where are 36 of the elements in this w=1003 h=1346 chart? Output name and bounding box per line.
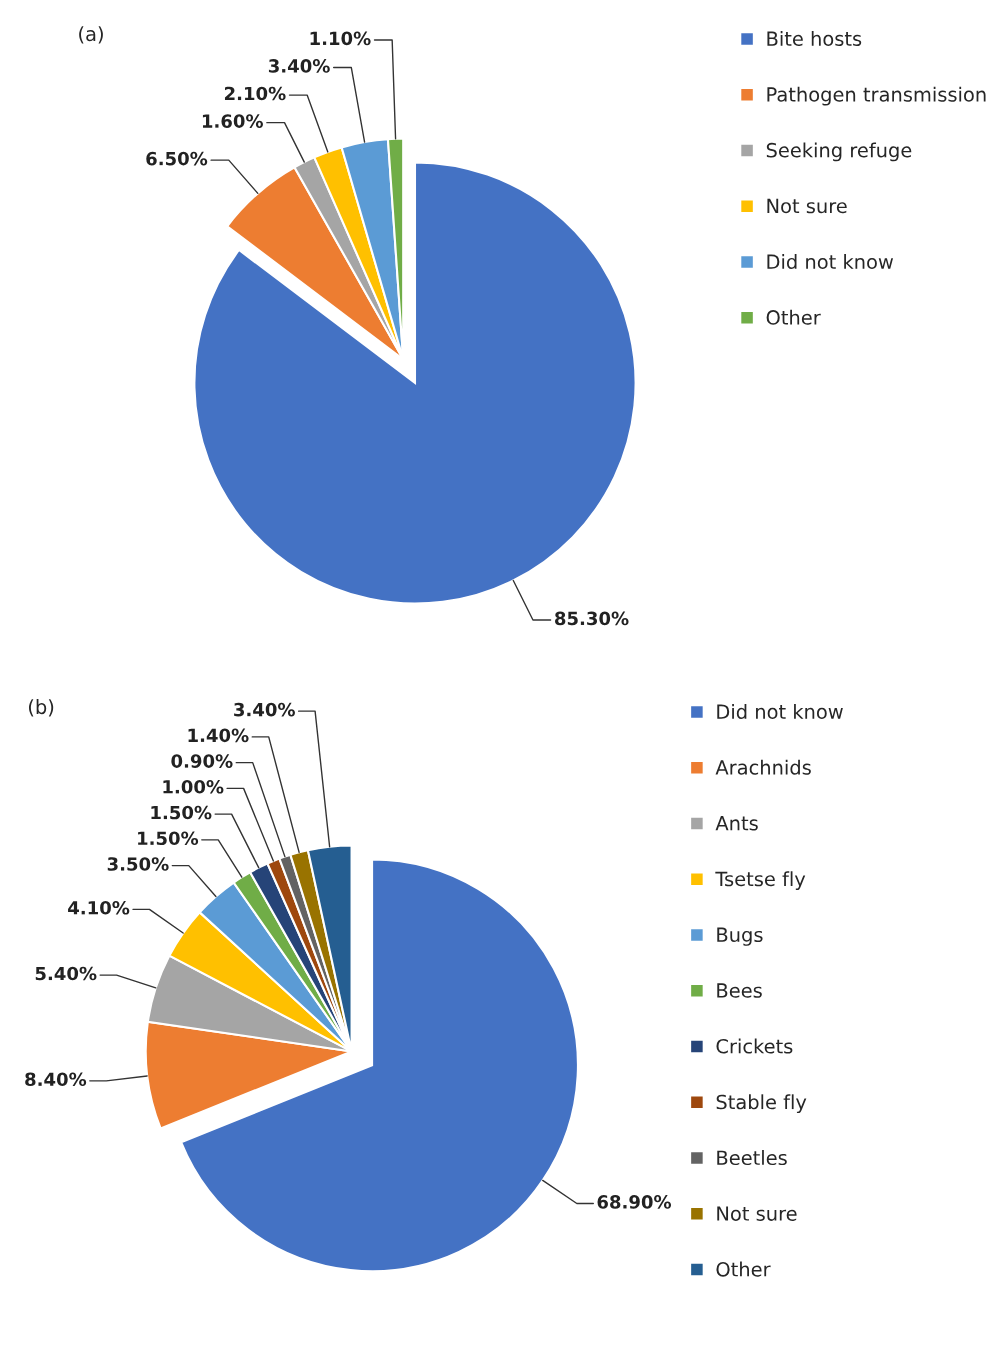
legend-label: Arachnids bbox=[715, 759, 811, 775]
data-label: 8.40% bbox=[25, 1072, 87, 1087]
data-label: 2.10% bbox=[224, 86, 286, 101]
data-label: 3.40% bbox=[268, 59, 330, 73]
legend-label: Not sure bbox=[767, 198, 847, 214]
data-label: 1.40% bbox=[188, 728, 249, 743]
legend-label: Ants bbox=[715, 816, 758, 831]
chart-title: (b) bbox=[29, 699, 54, 717]
legend-label: Stable fly bbox=[716, 1094, 807, 1114]
data-label: 68.90% bbox=[597, 1195, 672, 1209]
legend-label: Not sure bbox=[717, 1206, 797, 1221]
data-label: 1.50% bbox=[151, 805, 212, 820]
legend-label: Bugs bbox=[717, 927, 763, 946]
legend-label: Crickets bbox=[716, 1038, 793, 1054]
legend-label: Did not know bbox=[767, 254, 894, 270]
data-label: 85.30% bbox=[555, 611, 629, 626]
legend-label: Seeking refuge bbox=[766, 142, 912, 162]
data-label: 1.00% bbox=[163, 779, 224, 794]
legend-label: Pathogen transmission bbox=[767, 86, 986, 106]
legend-label: Bees bbox=[717, 983, 762, 998]
legend-label: Did not know bbox=[717, 703, 843, 720]
data-label: 5.40% bbox=[35, 966, 97, 981]
legend-label: Beetles bbox=[717, 1150, 787, 1166]
data-label: 3.50% bbox=[107, 857, 169, 871]
data-label: 6.50% bbox=[146, 151, 208, 166]
data-label: 1.10% bbox=[310, 31, 371, 46]
data-label: 3.40% bbox=[234, 702, 295, 717]
data-label: 4.10% bbox=[68, 900, 130, 915]
legend-label: Bite hosts bbox=[767, 30, 862, 47]
data-label: 0.90% bbox=[171, 754, 233, 768]
data-label: 1.50% bbox=[138, 831, 199, 846]
legend-label: Other bbox=[766, 309, 821, 325]
data-label: 1.60% bbox=[202, 114, 263, 128]
chart-title: (a) bbox=[79, 26, 103, 44]
legend-label: Tsetse fly bbox=[715, 871, 806, 891]
legend-label: Other bbox=[716, 1261, 771, 1277]
